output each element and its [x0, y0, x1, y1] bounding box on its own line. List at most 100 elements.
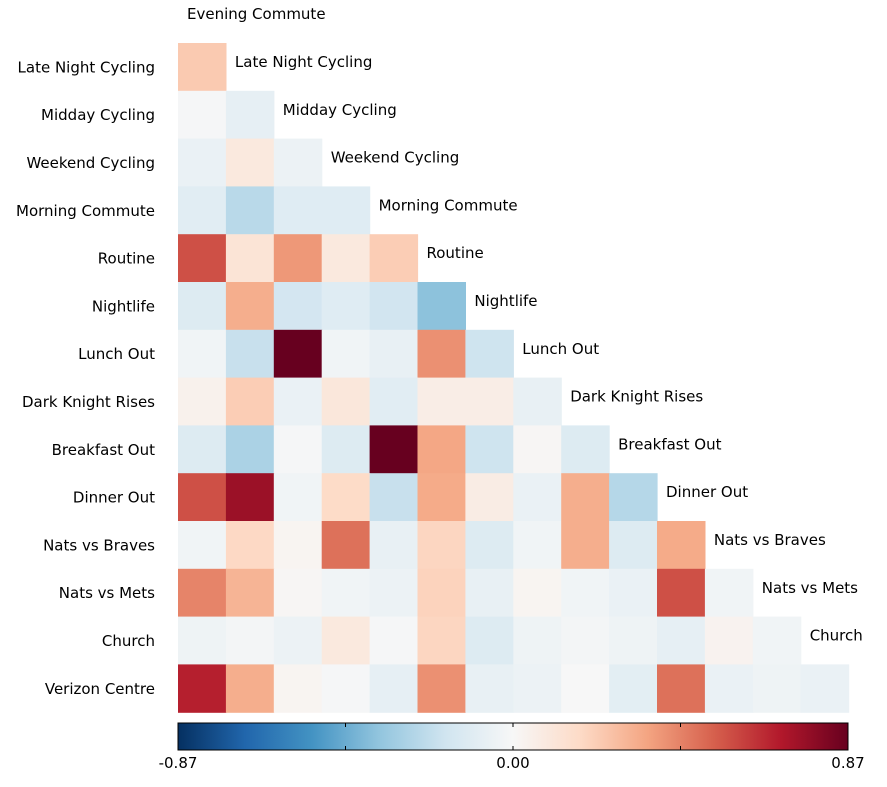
- heatmap-cell: [178, 186, 227, 235]
- heatmap-cell: [513, 377, 562, 426]
- heatmap-cell: [273, 664, 323, 713]
- heatmap-cell: [273, 138, 323, 187]
- heatmap-cell: [369, 521, 419, 570]
- heatmap-cell: [178, 568, 227, 618]
- heatmap-cell: [465, 473, 514, 522]
- heatmap-cell: [369, 282, 419, 331]
- heatmap-cell: [321, 282, 371, 331]
- colorbar-mid-label: 0.00: [496, 754, 529, 772]
- row-label: Lunch Out: [78, 345, 155, 363]
- row-label: Late Night Cycling: [18, 58, 155, 76]
- heatmap-cell: [417, 377, 466, 426]
- heatmap-cell: [321, 234, 371, 283]
- heatmap-cell: [178, 234, 227, 283]
- heatmap-cell: [225, 186, 275, 235]
- heatmap-cell: [513, 664, 562, 713]
- row-label: Dinner Out: [73, 489, 155, 507]
- heatmap-cell: [225, 138, 275, 187]
- heatmap-cell: [513, 473, 562, 522]
- heatmap-cell: [465, 521, 514, 570]
- heatmap-cell: [561, 521, 610, 570]
- row-label: Morning Commute: [16, 202, 155, 220]
- heatmap-cell: [273, 377, 323, 426]
- heatmap-cell: [800, 664, 850, 713]
- heatmap-cell: [225, 568, 275, 618]
- heatmap-cell: [609, 616, 658, 665]
- diagonal-label: Nightlife: [474, 292, 537, 310]
- heatmap-cell: [273, 282, 323, 331]
- row-label: Nightlife: [92, 297, 155, 315]
- heatmap-cell: [273, 521, 323, 570]
- heatmap-cell: [273, 568, 323, 618]
- heatmap-cell: [417, 521, 466, 570]
- colorbar-min-label: -0.87: [159, 754, 198, 772]
- heatmap-cell: [178, 43, 227, 92]
- heatmap-cell: [321, 616, 371, 665]
- heatmap-cell: [225, 234, 275, 283]
- heatmap-cell: [704, 616, 754, 665]
- heatmap-cell: [752, 664, 802, 713]
- heatmap-cell: [417, 473, 466, 522]
- heatmap-cell: [561, 425, 610, 474]
- heatmap-cell: [225, 664, 275, 713]
- heatmap-cell: [657, 616, 706, 665]
- heatmap-cell: [704, 664, 754, 713]
- heatmap-cell: [609, 568, 658, 618]
- heatmap-cell: [321, 425, 371, 474]
- heatmap-cell: [178, 425, 227, 474]
- heatmap-cell: [178, 377, 227, 426]
- row-label: Midday Cycling: [41, 106, 155, 124]
- heatmap-cell: [178, 521, 227, 570]
- diagonal-label: Lunch Out: [522, 340, 599, 358]
- heatmap-cells: [178, 43, 850, 713]
- diagonal-label: Dinner Out: [666, 483, 748, 501]
- heatmap-cell: [465, 568, 514, 618]
- diagonal-label: Church: [810, 627, 863, 645]
- row-label: Nats vs Braves: [43, 536, 155, 554]
- heatmap-cell: [369, 473, 419, 522]
- diagonal-label: Nats vs Mets: [762, 579, 858, 597]
- heatmap-cell: [657, 664, 706, 713]
- row-label: Verizon Centre: [45, 680, 155, 698]
- heatmap-cell: [657, 521, 706, 570]
- heatmap-cell: [465, 664, 514, 713]
- heatmap-cell: [417, 664, 466, 713]
- diagonal-labels: Late Night Cycling Midday Cycling Weekend …: [235, 53, 863, 645]
- diagonal-label: Breakfast Out: [618, 435, 721, 453]
- heatmap-cell: [273, 425, 323, 474]
- diagonal-label: Weekend Cycling: [331, 149, 460, 167]
- colorbar-max-label: 0.87: [831, 754, 864, 772]
- heatmap-cell: [321, 186, 371, 235]
- heatmap-cell: [417, 329, 466, 379]
- heatmap-cell: [561, 616, 610, 665]
- heatmap-cell: [513, 521, 562, 570]
- heatmap-cell: [178, 616, 227, 665]
- heatmap-cell: [321, 568, 371, 618]
- heatmap-cell: [178, 138, 227, 187]
- heatmap-cell: [225, 473, 275, 522]
- heatmap-cell: [513, 616, 562, 665]
- heatmap-cell: [561, 473, 610, 522]
- heatmap-cell: [225, 616, 275, 665]
- heatmap-cell: [178, 473, 227, 522]
- heatmap-cell: [609, 473, 658, 522]
- diagonal-label: Nats vs Braves: [714, 531, 826, 549]
- heatmap-cell: [178, 664, 227, 713]
- top-label: Evening Commute: [187, 5, 326, 23]
- heatmap-cell: [225, 377, 275, 426]
- heatmap-cell: [513, 425, 562, 474]
- row-labels: Late Night Cycling Midday Cycling Weekend …: [16, 58, 155, 697]
- heatmap-cell: [225, 282, 275, 331]
- heatmap-cell: [704, 568, 754, 618]
- heatmap-cell: [752, 616, 802, 665]
- heatmap-cell: [225, 521, 275, 570]
- heatmap-cell: [369, 377, 419, 426]
- heatmap-cell: [369, 664, 419, 713]
- heatmap-cell: [609, 521, 658, 570]
- heatmap-cell: [369, 425, 419, 474]
- heatmap-cell: [321, 664, 371, 713]
- heatmap-cell: [417, 616, 466, 665]
- heatmap-cell: [178, 282, 227, 331]
- heatmap-cell: [321, 473, 371, 522]
